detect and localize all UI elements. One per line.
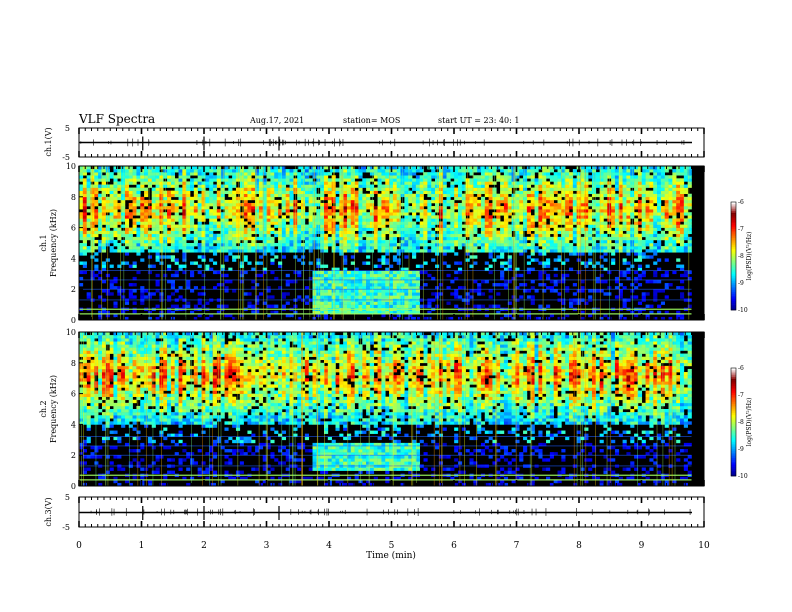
- time-tick-label: 10: [698, 541, 710, 551]
- ch2-spectrogram-image: [79, 332, 692, 487]
- time-tick-label: 1: [139, 541, 145, 551]
- ch1-waveform-ylabel: ch.1(V): [44, 127, 53, 156]
- colorbar-tick-label: -9: [738, 280, 744, 287]
- ch2-colorbar-frame: [730, 367, 737, 477]
- figure-title: VLF Spectra: [78, 112, 155, 126]
- time-tick-label: 3: [264, 541, 270, 551]
- colorbar-tick-label: -10: [738, 473, 748, 480]
- ch2-spectrogram-panel: 0 2 4 6 8 10 ch.2 Frequency (kHz): [39, 328, 705, 491]
- ytick-label: 6: [71, 224, 76, 233]
- colorbar-tick-label: -10: [738, 307, 748, 314]
- ytick-label: 4: [71, 420, 76, 429]
- time-tick-label: 2: [201, 541, 207, 551]
- ch1-spectrogram-panel: 0 2 4 6 8 10 ch.1 Frequency (kHz): [39, 162, 705, 325]
- ytick-label: 2: [71, 285, 76, 294]
- ytick-label: 2: [71, 451, 76, 460]
- ch1-colorbar-frame: [730, 201, 737, 311]
- ch1-colorbar-gradient: [731, 202, 736, 311]
- ch1-spectrogram-ylabel: Frequency (kHz): [49, 209, 58, 277]
- time-tick-label: 8: [576, 541, 582, 551]
- ch1-ytick-top: 5: [65, 124, 70, 133]
- ytick-label: 10: [66, 328, 76, 337]
- ytick-label: 8: [71, 359, 76, 368]
- start-time-label: start UT = 23: 40: 1: [438, 116, 519, 125]
- time-tick-label: 0: [76, 541, 82, 551]
- colorbar-tick-label: -8: [738, 253, 744, 260]
- ch1-ytick-bottom: -5: [62, 153, 70, 162]
- time-tick-label: 4: [326, 541, 332, 551]
- ch2-colorbar-ticks: -6 -7 -8 -9 -10: [738, 365, 748, 480]
- colorbar-tick-label: -7: [738, 226, 744, 233]
- time-axis-tick-labels: 0 1 2 3 4 5 6 7 8 9 10: [76, 541, 710, 551]
- ch2-spectrogram-ylabel: Frequency (kHz): [49, 375, 58, 443]
- ytick-label: 4: [71, 254, 76, 263]
- ch2-colorbar-gradient: [731, 368, 736, 477]
- ch3-ytick-top: 5: [65, 493, 70, 502]
- ytick-label: 0: [71, 482, 76, 491]
- ch3-waveform-ylabel: ch.3(V): [44, 497, 53, 526]
- colorbar-tick-label: -8: [738, 419, 744, 426]
- ch1-waveform-panel: 5 -5 ch.1(V): [44, 124, 705, 162]
- ch1-colorbar: -6 -7 -8 -9 -10 log(PSD)(V²/Hz): [730, 199, 753, 314]
- time-axis-ticks: [78, 128, 705, 527]
- ch2-colorbar: -6 -7 -8 -9 -10 log(PSD)(V²/Hz): [730, 365, 753, 480]
- time-axis-label: Time (min): [366, 550, 416, 561]
- ch1-spectrogram-ylabel-channel: ch.1: [39, 234, 48, 251]
- time-tick-label: 7: [514, 541, 520, 551]
- date-label: Aug.17, 2021: [249, 116, 304, 125]
- colorbar-tick-label: -7: [738, 392, 744, 399]
- ch1-spectrogram-yaxis: 0 2 4 6 8 10: [66, 162, 704, 325]
- ch3-waveform-panel: 5 -5 ch.3(V): [44, 493, 705, 532]
- colorbar-tick-label: -6: [738, 199, 744, 206]
- time-tick-label: 5: [389, 541, 395, 551]
- colorbar-tick-label: -9: [738, 446, 744, 453]
- ch2-colorbar-label: log(PSD)(V²/Hz): [746, 398, 753, 447]
- ch2-spectrogram-ylabel-channel: ch.2: [39, 400, 48, 417]
- colorbar-tick-label: -6: [738, 365, 744, 372]
- ytick-label: 6: [71, 390, 76, 399]
- time-tick-label: 6: [451, 541, 457, 551]
- ch1-colorbar-ticks: -6 -7 -8 -9 -10: [738, 199, 748, 314]
- station-label: station= MOS: [343, 116, 400, 125]
- ch1-colorbar-label: log(PSD)(V²/Hz): [746, 232, 753, 281]
- ytick-label: 8: [71, 193, 76, 202]
- ytick-label: 0: [71, 316, 76, 325]
- ch1-spectrogram-image: [79, 166, 692, 321]
- ytick-label: 10: [66, 162, 76, 171]
- ch3-ytick-bottom: -5: [62, 523, 70, 532]
- time-tick-label: 9: [639, 541, 645, 551]
